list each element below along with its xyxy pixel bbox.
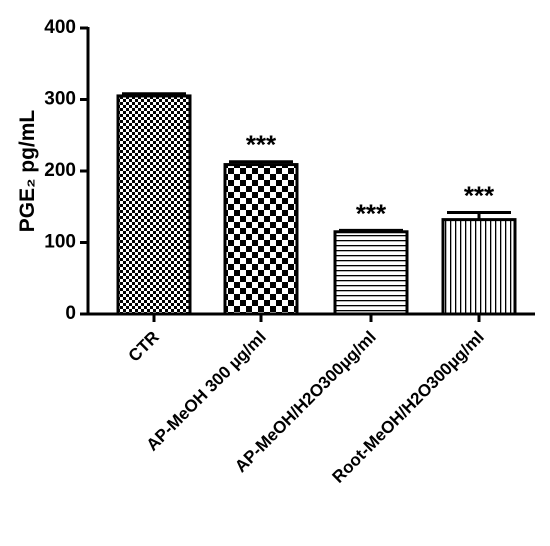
significance-label: ***: [464, 180, 495, 210]
error-bar: [339, 228, 403, 232]
y-tick-label: 200: [44, 160, 76, 181]
error-bar: [229, 160, 293, 165]
y-tick-label: 300: [44, 89, 76, 110]
bar: [116, 94, 192, 316]
x-tick-label: AP-MeOH 300 µg/ml: [143, 327, 270, 454]
x-tick-label: CTR: [125, 327, 163, 365]
error-bar: [122, 92, 186, 96]
significance-label: ***: [246, 130, 277, 160]
bar: [441, 218, 517, 316]
y-tick-label: 0: [65, 303, 76, 324]
significance-label: ***: [356, 198, 387, 228]
bar: [333, 230, 409, 316]
y-tick-label: 400: [44, 17, 76, 38]
y-axis-label: PGE₂ pg/mL: [16, 110, 39, 233]
y-tick-label: 100: [44, 232, 76, 253]
error-bar: [447, 210, 511, 220]
bar: [223, 163, 299, 316]
